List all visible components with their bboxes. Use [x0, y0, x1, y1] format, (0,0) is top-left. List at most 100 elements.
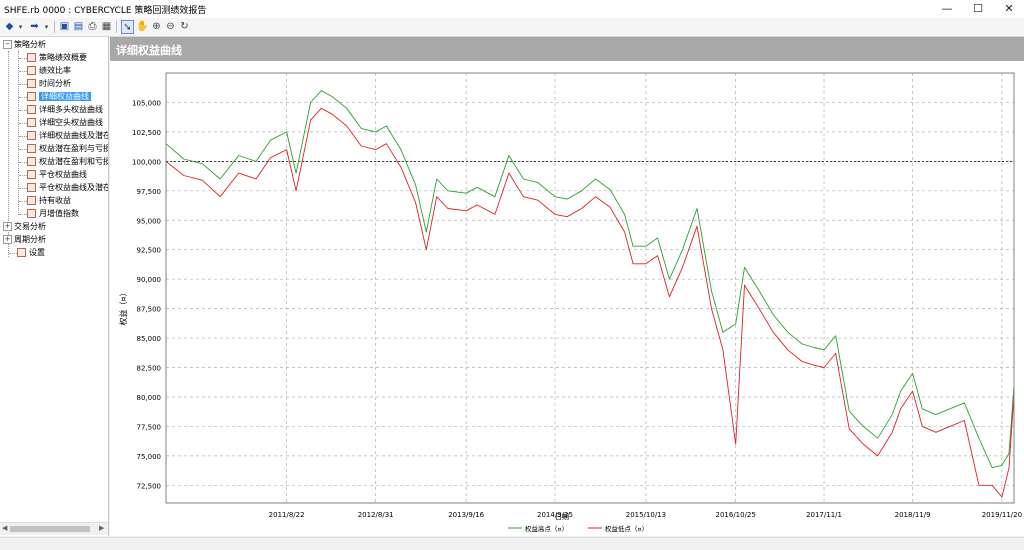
y-tick-label: 92,500 [137, 247, 162, 255]
y-tick-label: 105,000 [132, 99, 161, 107]
y-tick-label: 85,000 [137, 335, 162, 343]
series-lines [165, 90, 1015, 498]
hand-pan-icon[interactable]: ✋ [136, 21, 149, 32]
tree-item-label: 详细空头权益曲线 [39, 118, 103, 127]
tree-item-settings[interactable]: 设置 [17, 247, 45, 259]
tree-item-label: 设置 [29, 248, 45, 257]
x-tick-label: 2016/10/25 [716, 511, 756, 519]
y-tick-label: 90,000 [137, 276, 162, 284]
tree-group-period[interactable]: + 周期分析 [3, 234, 46, 246]
scroll-left-icon[interactable]: ◀ [2, 524, 8, 532]
tree-guide [18, 51, 19, 215]
tree-group-label: 交易分析 [14, 222, 46, 231]
minimize-button[interactable]: — [941, 2, 953, 15]
sidebar-horizontal-scrollbar[interactable]: ◀ ▶ [0, 522, 108, 535]
scroll-right-icon[interactable]: ▶ [99, 524, 105, 532]
x-tick-label: 2014/9/25 [537, 511, 573, 519]
y-tick-label: 75,000 [137, 453, 162, 461]
expand-icon[interactable]: + [3, 222, 12, 231]
report-icon [27, 144, 36, 153]
tree-item-closed-equity[interactable]: 平仓权益曲线 [27, 169, 87, 181]
report-icon [27, 170, 36, 179]
report-icon [27, 131, 36, 140]
x-tick-label: 2011/8/22 [269, 511, 305, 519]
tree-guide [19, 97, 27, 98]
report-icon [27, 157, 36, 166]
y-tick-label: 95,000 [137, 217, 162, 225]
y-tick-label: 100,000 [132, 158, 161, 166]
tree-group-trade[interactable]: + 交易分析 [3, 221, 46, 233]
tree-item-label: 持有收益 [39, 196, 71, 205]
legend-label: 权益低点（¤） [605, 524, 648, 533]
tree-item-label: 时间分析 [39, 79, 71, 88]
back-arrow-icon[interactable]: ◆ [5, 21, 14, 32]
tree-guide [19, 58, 27, 59]
y-tick-label: 77,500 [137, 423, 162, 431]
preview-icon[interactable]: ▦ [101, 21, 112, 32]
back-dropdown-icon[interactable]: ▾ [18, 23, 23, 31]
forward-arrow-icon[interactable]: ➡ [30, 21, 39, 32]
tree-guide [19, 71, 27, 72]
tree-group-label: 周期分析 [14, 235, 46, 244]
collapse-icon[interactable]: − [3, 40, 12, 49]
save-icon[interactable]: ▣ [59, 21, 70, 32]
tree-item-ratios[interactable]: 绩效比率 [27, 65, 71, 77]
series-high-line [165, 90, 1015, 469]
tree-item-label: 详细多头权益曲线 [39, 105, 103, 114]
tree-guide [19, 123, 27, 124]
report-icon [27, 118, 36, 127]
report-icon [27, 105, 36, 114]
zoom-out-icon[interactable]: ⊖ [166, 21, 175, 32]
export-icon[interactable]: ▤ [73, 21, 84, 32]
tree-item-long-equity[interactable]: 详细多头权益曲线 [27, 104, 103, 116]
y-tick-label: 82,500 [137, 365, 162, 373]
title-bar: SHFE.rb 0000 : CYBERCYCLE 策略回测绩效报告 — ☐ ✕ [0, 0, 1024, 18]
report-icon [27, 183, 36, 192]
legend: 权益高点（¤） 权益低点（¤） [508, 524, 648, 533]
y-tick-label: 97,500 [137, 188, 162, 196]
report-icon [27, 79, 36, 88]
grid-lines [166, 73, 1014, 503]
toolbar-separator [54, 21, 55, 33]
x-axis-ticks: 2011/8/22 2012/8/31 2013/9/16 2014/9/25 2015… [269, 511, 1022, 519]
tree-item-closed-equity-potential[interactable]: 平仓权益曲线及潜在 [27, 182, 108, 194]
tree-item-monthly-index[interactable]: 月增值指数 [27, 208, 79, 220]
expand-icon[interactable]: + [3, 235, 12, 244]
tree-guide [19, 149, 27, 150]
tree-item-detailed-equity[interactable]: 详细权益曲线 [27, 91, 91, 103]
tree-guide [19, 188, 27, 189]
x-tick-label: 2018/11/9 [895, 511, 931, 519]
close-button[interactable]: ✕ [1004, 2, 1014, 15]
y-axis-label: 权益（¤） [118, 288, 128, 325]
tree-item-label: 权益潜在盈利与亏损 [39, 144, 109, 153]
plot-frame [165, 72, 1015, 504]
tree-item-label: 策略绩效概要 [39, 53, 87, 62]
report-tree: − 策略分析 策略绩效概要 绩效比率 时间分析 详细权益曲线 详细多头权益曲线 详… [0, 37, 109, 536]
y-axis-ticks: 72,500 75,000 77,500 80,000 82,500 85,000 87,5… [132, 99, 161, 490]
toolbar: ◆ ▾ ➡ ▾ ▣ ▤ ⎙ ▦ ➘ ✋ ⊕ ⊖ ↻ [0, 18, 1024, 37]
tree-guide [8, 51, 9, 257]
x-tick-label: 2015/10/13 [626, 511, 666, 519]
tree-item-time-analysis[interactable]: 时间分析 [27, 78, 71, 90]
scrollbar-thumb[interactable] [10, 526, 90, 532]
tree-item-summary[interactable]: 策略绩效概要 [27, 52, 87, 64]
tree-group-strategy[interactable]: − 策略分析 [3, 39, 46, 51]
print-icon[interactable]: ⎙ [88, 21, 97, 32]
tree-guide [19, 84, 27, 85]
tree-item-label: 绩效比率 [39, 66, 71, 75]
maximize-button[interactable]: ☐ [973, 2, 983, 15]
tree-guide [19, 201, 27, 202]
tree-item-holding-return[interactable]: 持有收益 [27, 195, 71, 207]
tree-item-short-equity[interactable]: 详细空头权益曲线 [27, 117, 103, 129]
tree-guide [19, 175, 27, 176]
tree-item-potential-pl-1[interactable]: 权益潜在盈利与亏损 [27, 143, 109, 155]
forward-dropdown-icon[interactable]: ▾ [44, 23, 49, 31]
cursor-icon[interactable]: ➘ [121, 20, 134, 34]
zoom-in-icon[interactable]: ⊕ [152, 21, 161, 32]
report-panel: 详细权益曲线 72,500 75,000 77,500 80,000 82,500 85,… [110, 37, 1024, 536]
refresh-icon[interactable]: ↻ [180, 21, 189, 32]
tree-item-equity-potential[interactable]: 详细权益曲线及潜在 [27, 130, 109, 142]
tree-item-label: 详细权益曲线及潜在 [39, 131, 109, 140]
tree-item-potential-pl-2[interactable]: 权益潜在盈利和亏损 [27, 156, 108, 168]
legend-label: 权益高点（¤） [525, 524, 568, 533]
